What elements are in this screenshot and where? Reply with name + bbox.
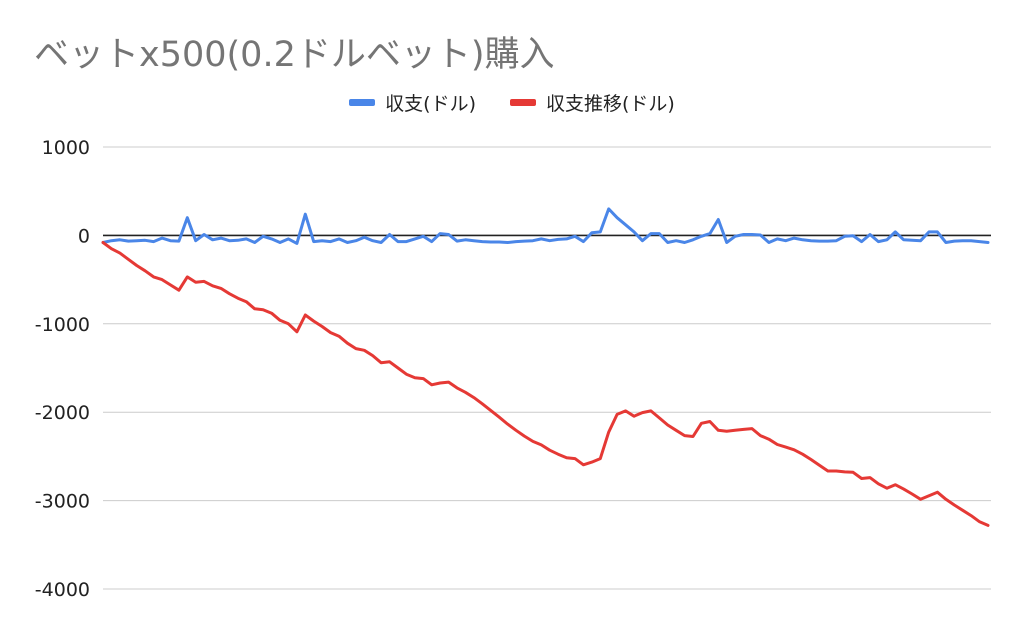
y-tick-label: -2000 (35, 402, 90, 424)
y-tick-label: -1000 (35, 314, 90, 336)
legend-swatch-cumulative (510, 98, 536, 106)
chart-title: ベットx500(0.2ドルベット)購入 (34, 35, 555, 75)
legend-swatch-income (349, 98, 376, 106)
legend-item-cumulative[interactable]: 収支推移(ドル) (510, 89, 675, 116)
legend-item-income[interactable]: 収支(ドル) (349, 89, 476, 116)
series-line-income (101, 207, 990, 245)
y-tick-label: -4000 (35, 579, 90, 601)
y-tick-label: 0 (78, 225, 90, 247)
legend-label-income: 収支(ドル) (385, 92, 476, 115)
y-tick-label: -3000 (35, 491, 90, 513)
legend: 収支(ドル) 収支推移(ドル) (0, 88, 1024, 116)
y-tick-label: 1000 (42, 137, 90, 159)
legend-label-cumulative: 収支推移(ドル) (546, 92, 675, 115)
series-line-cumulative (101, 241, 990, 527)
